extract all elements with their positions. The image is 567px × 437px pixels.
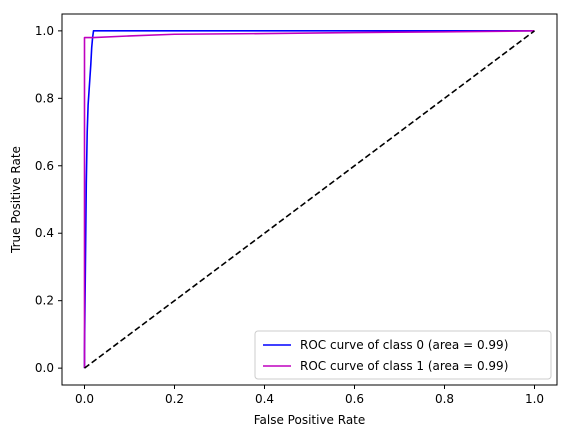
x-tick-label: 0.4 <box>255 392 274 406</box>
axes-frame <box>61 13 558 386</box>
y-tick-label: 1.0 <box>35 24 54 38</box>
legend: ROC curve of class 0 (area = 0.99) ROC cu… <box>254 330 552 380</box>
y-tick-label: 0.0 <box>35 361 54 375</box>
x-tick-label: 0.0 <box>75 392 94 406</box>
legend-label: ROC curve of class 0 (area = 0.99) <box>300 338 508 352</box>
diagonal-reference-line <box>84 30 535 369</box>
series-line-1 <box>83 30 535 369</box>
x-tick-label: 1.0 <box>525 392 544 406</box>
x-axis-label: False Positive Rate <box>254 413 366 427</box>
x-tick-label: 0.2 <box>165 392 184 406</box>
series-line-0 <box>83 30 535 369</box>
x-tick-label: 0.8 <box>435 392 454 406</box>
y-tick-label: 0.2 <box>35 294 54 308</box>
series-layer <box>83 30 535 369</box>
legend-box <box>254 330 552 380</box>
y-tick-label: 0.8 <box>35 91 54 105</box>
legend-label: ROC curve of class 1 (area = 0.99) <box>300 359 508 373</box>
y-tick-label: 0.6 <box>35 159 54 173</box>
x-tick-label: 0.6 <box>345 392 364 406</box>
y-axis-label: True Positive Rate <box>9 146 23 254</box>
axes-layer: 0.0 0.2 0.4 0.6 0.8 1.0 0.0 0.2 0.4 0.6 0.8 1.0 <box>35 13 558 406</box>
y-tick-label: 0.4 <box>35 226 54 240</box>
